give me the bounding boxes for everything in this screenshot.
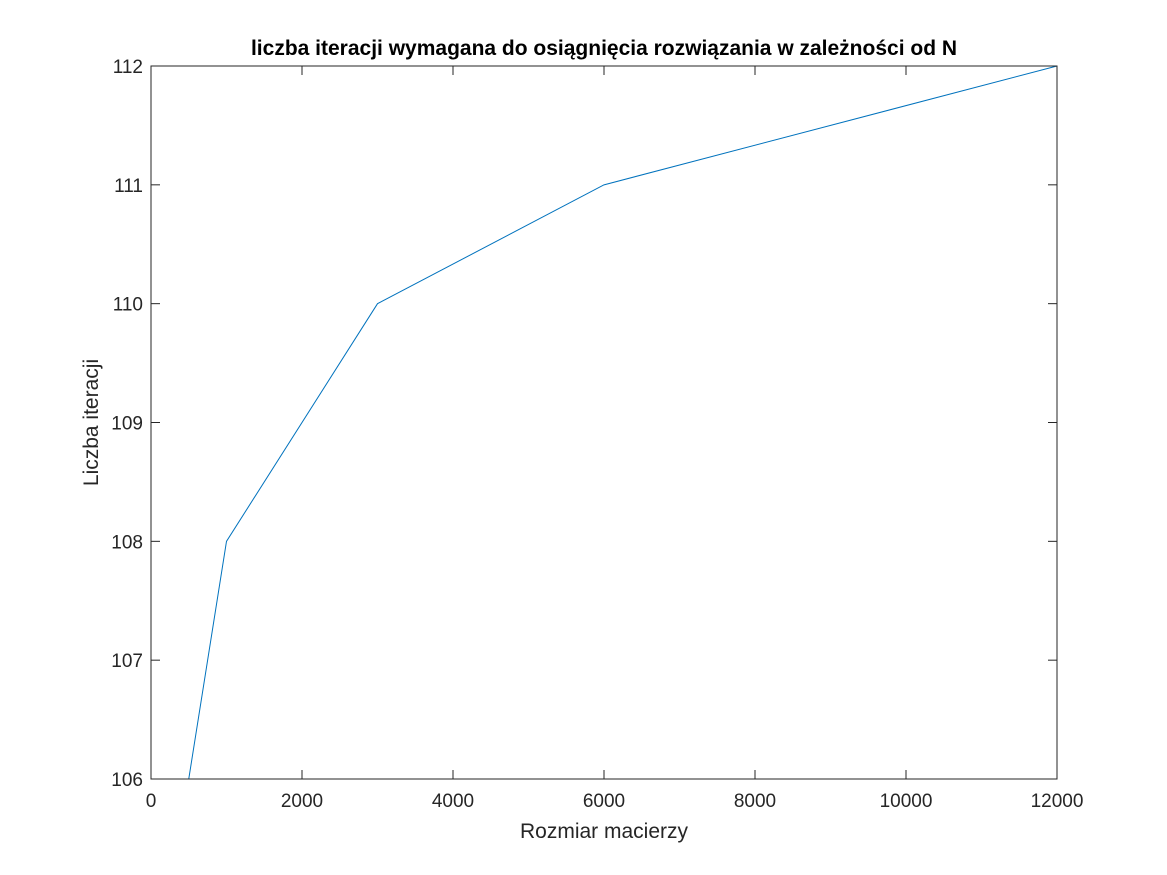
x-tick-label: 10000 [880,791,933,812]
x-axis-label: Rozmiar macierzy [520,820,689,843]
x-tick-label: 6000 [583,791,625,812]
x-tick-label: 4000 [432,791,474,812]
y-tick-label: 106 [111,770,143,791]
y-tick-label: 108 [111,532,143,553]
y-axis-label: Liczba iteracji [80,359,103,486]
chart-title: liczba iteracji wymagana do osiągnięcia … [251,37,957,60]
y-tick-label: 109 [111,414,143,435]
y-tick-label: 110 [113,295,143,316]
y-tick-label: 111 [114,176,143,197]
axis-ticks: 0 2000 4000 6000 8000 10000 12000 106 107 108 109 1… [111,57,1083,812]
plot-frame [150,65,1058,780]
x-tick-label: 12000 [1031,791,1084,812]
y-tick-label: 112 [113,57,143,78]
x-tick-label: 8000 [734,791,776,812]
y-tick-label: 107 [111,651,143,672]
series-layer [188,65,1058,780]
series-line [188,65,1058,780]
x-tick-label: 2000 [281,791,323,812]
x-tick-label: 0 [146,791,157,812]
plot-area [151,66,1057,779]
